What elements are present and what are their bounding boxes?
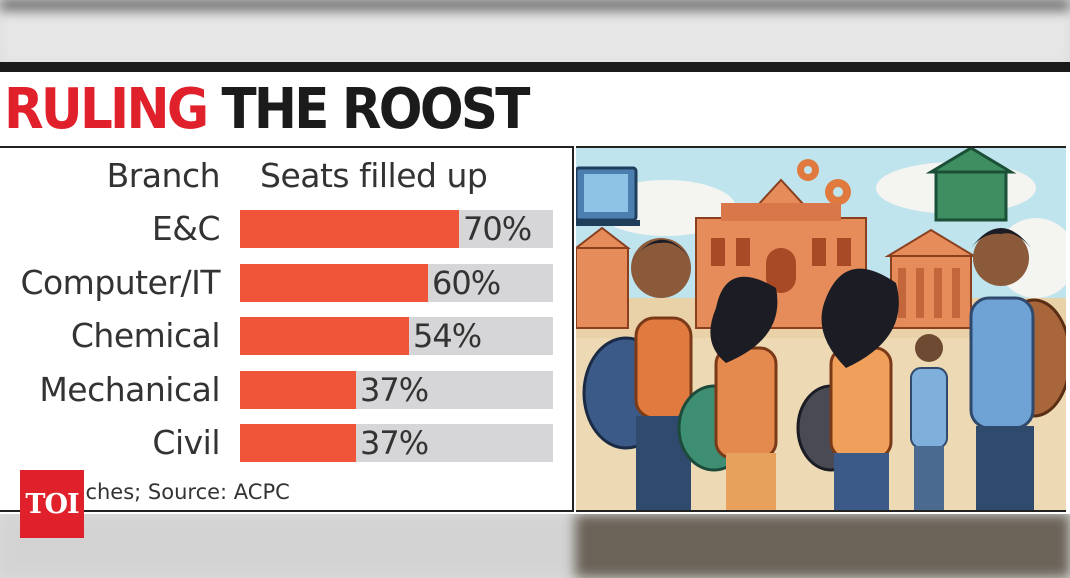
bar bbox=[240, 210, 459, 248]
category-label: Computer/IT bbox=[20, 262, 220, 302]
bar bbox=[240, 370, 356, 409]
bar bbox=[240, 317, 409, 355]
bar-track: 37% bbox=[240, 370, 553, 409]
category-label: Mechanical bbox=[39, 369, 220, 409]
illustration-panel bbox=[576, 146, 1066, 512]
seats-column-header: Seats filled up bbox=[260, 156, 488, 195]
bar-chart: Branch Seats filled up E&C 70% Computer/IT… bbox=[0, 146, 574, 512]
blurred-background-top bbox=[0, 0, 1070, 64]
bar-track: 37% bbox=[240, 424, 553, 462]
blurred-background-bottom bbox=[0, 514, 1070, 578]
headline-red-part: RULING bbox=[4, 77, 209, 142]
bar bbox=[240, 424, 356, 462]
value-label: 37% bbox=[360, 370, 429, 409]
branch-column-header: Branch bbox=[106, 156, 221, 195]
bar-track: 70% bbox=[240, 210, 553, 248]
infographic-card: RULING THE ROOST Branch Seats filled up … bbox=[0, 62, 1070, 514]
headline-dark-part: THE ROOST bbox=[221, 77, 531, 142]
category-label: E&C bbox=[151, 209, 221, 248]
value-label: 60% bbox=[432, 263, 501, 302]
value-label: 70% bbox=[463, 210, 532, 248]
value-label: 54% bbox=[413, 317, 482, 355]
category-label: Civil bbox=[152, 423, 220, 462]
bar-track: 54% bbox=[240, 317, 553, 355]
bar-track: 60% bbox=[240, 263, 553, 302]
toi-logo: TOI bbox=[20, 470, 84, 538]
students-running-illustration bbox=[576, 148, 1066, 510]
top-rule bbox=[0, 62, 1070, 72]
bar bbox=[240, 263, 428, 302]
category-label: Chemical bbox=[70, 316, 221, 355]
value-label: 37% bbox=[360, 424, 429, 462]
headline: RULING THE ROOST bbox=[4, 76, 531, 144]
